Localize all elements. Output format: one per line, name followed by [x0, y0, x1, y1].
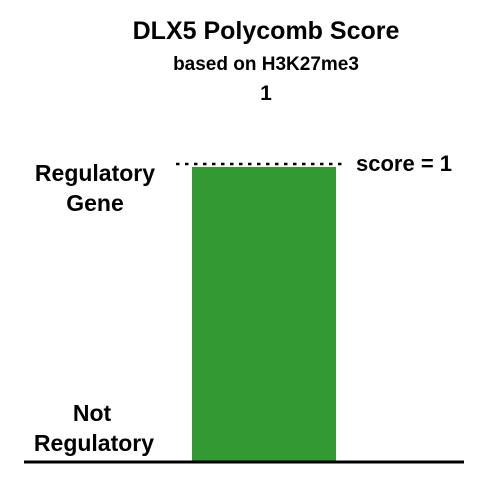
chart-title: DLX5 Polycomb Score [133, 17, 400, 45]
y-label-top-line-1: Regulatory [35, 160, 155, 186]
y-label-top-line-2: Gene [66, 190, 124, 216]
y-label-bottom-line-1: Not [73, 400, 112, 426]
reference-line-label: score = 1 [356, 151, 452, 176]
chart-value-label: 1 [260, 82, 272, 105]
chart-marks [24, 162, 464, 464]
bar-dlx5 [192, 167, 336, 461]
y-label-bottom-line-2: Regulatory [34, 430, 154, 456]
chart-subtitle: based on H3K27me3 [173, 54, 359, 75]
